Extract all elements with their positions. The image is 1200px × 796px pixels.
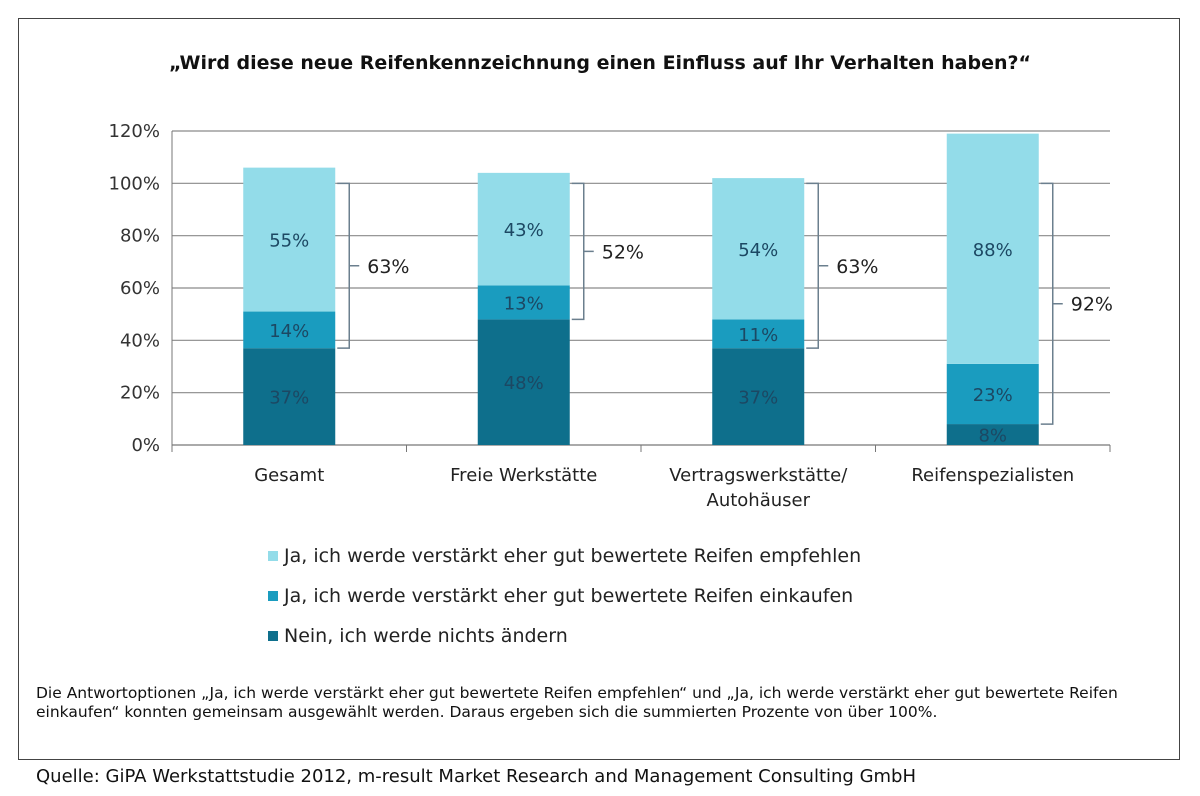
y-tick-label: 120% — [109, 121, 160, 142]
legend-item: Ja, ich werde verstärkt eher gut bewerte… — [268, 536, 861, 576]
bar-segment — [243, 311, 336, 349]
category-label: Vertragswerkstätte/ — [669, 465, 848, 486]
data-label: 13% — [504, 293, 544, 314]
bracket-total-label: 52% — [602, 241, 644, 263]
category-label: Reifenspezialisten — [911, 465, 1074, 486]
data-label: 88% — [973, 240, 1013, 261]
legend-swatch — [268, 631, 278, 641]
bar-segment — [946, 363, 1039, 425]
bracket-total-label: 92% — [1071, 294, 1113, 316]
data-label: 43% — [504, 220, 544, 241]
legend-item: Nein, ich werde nichts ändern — [268, 616, 861, 656]
data-label: 37% — [269, 388, 309, 409]
bar-segment — [712, 178, 805, 320]
footnote: Die Antwortoptionen „Ja, ich werde verst… — [36, 684, 1118, 721]
data-label: 23% — [973, 385, 1013, 406]
bracket — [337, 182, 360, 349]
data-label: 48% — [504, 373, 544, 394]
bar-segment — [243, 167, 336, 312]
source-text: Quelle: GiPA Werkstattstudie 2012, m-res… — [36, 766, 917, 787]
data-label: 37% — [738, 388, 778, 409]
category-label: Gesamt — [254, 465, 324, 486]
y-tick-label: 0% — [131, 435, 160, 456]
bracket-total-label: 63% — [836, 256, 878, 278]
bracket — [571, 182, 594, 321]
legend-label: Nein, ich werde nichts ändern — [284, 625, 568, 647]
legend-label: Ja, ich werde verstärkt eher gut bewerte… — [284, 585, 854, 607]
data-label: 55% — [269, 231, 309, 252]
bar-segment — [712, 319, 805, 349]
bar-segment — [477, 319, 570, 445]
bar-segment — [477, 285, 570, 320]
bar-segment — [712, 348, 805, 445]
legend-swatch — [268, 591, 278, 601]
legend-item: Ja, ich werde verstärkt eher gut bewerte… — [268, 576, 861, 616]
y-tick-label: 60% — [120, 278, 160, 299]
data-label: 54% — [738, 240, 778, 261]
chart-title: „Wird diese neue Reifenkennzeichnung ein… — [169, 52, 1031, 74]
category-label: Freie Werkstätte — [450, 465, 597, 486]
data-label: 8% — [978, 426, 1007, 447]
y-tick-label: 80% — [120, 226, 160, 247]
chart-frame — [18, 18, 1180, 760]
category-label: Autohäuser — [707, 490, 811, 511]
data-label: 14% — [269, 321, 309, 342]
bracket — [806, 182, 829, 349]
y-tick-label: 20% — [120, 383, 160, 404]
y-tick-label: 40% — [120, 330, 160, 351]
y-tick-label: 100% — [109, 173, 160, 194]
legend-swatch — [268, 551, 278, 561]
stacked-bar-chart: 0% 20% 40% 60% 80% 100% 120% 37% 14% 55% Gesamt 63%… — [109, 121, 1113, 511]
data-label: 11% — [738, 325, 778, 346]
legend-label: Ja, ich werde verstärkt eher gut bewerte… — [284, 545, 862, 567]
bar-segment — [477, 172, 570, 286]
legend: Ja, ich werde verstärkt eher gut bewerte… — [268, 536, 861, 656]
bar-segment — [946, 424, 1039, 445]
bracket-total-label: 63% — [367, 256, 409, 278]
bar-segment — [946, 133, 1039, 364]
bracket — [1040, 182, 1063, 425]
bar-segment — [243, 348, 336, 445]
